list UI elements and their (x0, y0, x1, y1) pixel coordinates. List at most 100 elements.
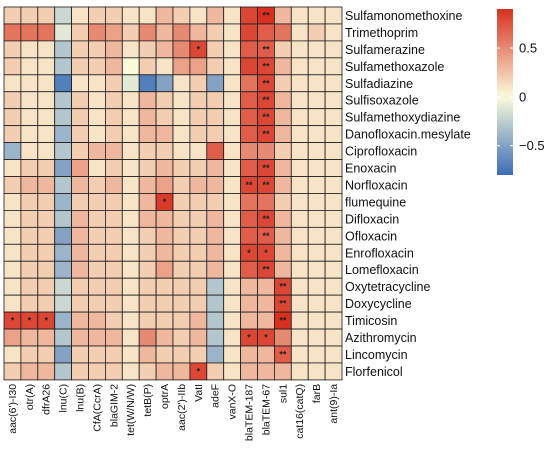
heatmap-cell (88, 40, 106, 59)
heatmap-cell (206, 176, 225, 194)
significance-marker: * (247, 333, 251, 343)
heatmap-cell (155, 226, 174, 245)
heatmap-cell (54, 159, 73, 177)
column-label: lnu(B) (75, 384, 87, 412)
heatmap-cell (189, 91, 208, 110)
heatmap-cell (71, 294, 89, 313)
heatmap-cell (324, 328, 343, 347)
heatmap-cell (324, 91, 343, 110)
significance-marker: * (44, 316, 48, 326)
heatmap-cell (273, 226, 292, 245)
column-label: CfA(CcrA) (91, 384, 103, 432)
column-label: aac(2')-IIb (176, 384, 188, 431)
heatmap-cell (20, 260, 39, 279)
row-label: Sulfisoxazole (345, 94, 419, 108)
heatmap-cell (121, 176, 140, 194)
significance-marker: * (11, 316, 15, 326)
column-label: blaGIM-2 (108, 384, 120, 427)
heatmap-cell (3, 260, 22, 279)
heatmap-cell (71, 159, 89, 177)
heatmap-cell (324, 243, 343, 262)
heatmap-cell (223, 345, 241, 364)
heatmap-cell (37, 243, 56, 262)
column-label: dfrA26 (41, 384, 53, 415)
heatmap-cell (240, 23, 258, 42)
heatmap-cell (240, 125, 258, 144)
heatmap-cell (105, 243, 123, 262)
heatmap-cell (223, 277, 241, 296)
heatmap-cell (121, 260, 140, 279)
heatmap-cell (172, 91, 191, 110)
heatmap-cell (273, 142, 292, 160)
heatmap-cell (307, 108, 326, 127)
row-label: Ciprofloxacin (345, 145, 417, 159)
heatmap-cell (37, 142, 56, 160)
column-label: cat16(catQ) (294, 384, 306, 439)
heatmap-cell (223, 209, 241, 228)
row-label: flumequine (345, 195, 406, 209)
heatmap-cell (138, 260, 157, 279)
column-label: optrA (159, 384, 171, 409)
heatmap-cell (37, 108, 56, 127)
heatmap-cell (257, 193, 275, 211)
heatmap-cell (324, 260, 343, 279)
heatmap-cell (20, 193, 39, 211)
significance-marker: * (264, 333, 268, 343)
heatmap-cell (88, 176, 106, 194)
heatmap-cell (290, 209, 309, 228)
heatmap-cell (257, 345, 275, 364)
heatmap-cell (3, 91, 22, 110)
heatmap-cell (172, 243, 191, 262)
heatmap-cell (37, 176, 56, 194)
row-label: Sulfamerazine (345, 43, 425, 57)
heatmap-cell (240, 260, 258, 279)
heatmap-cell (324, 159, 343, 177)
row-label: Sulfamethoxazole (345, 60, 444, 74)
heatmap-cell (189, 294, 208, 313)
heatmap-cell (223, 142, 241, 160)
heatmap-cell (121, 125, 140, 144)
heatmap-cell (138, 40, 157, 59)
heatmap-cell (138, 23, 157, 42)
heatmap-cell (189, 209, 208, 228)
significance-marker: ** (262, 44, 270, 54)
legend-color-bar (497, 9, 513, 175)
heatmap-cell (105, 226, 123, 245)
heatmap-cell (138, 311, 157, 330)
row-label: Lomefloxacin (345, 263, 419, 277)
heatmap-cell (206, 193, 225, 211)
heatmap-cell (155, 243, 174, 262)
heatmap-cell (20, 57, 39, 76)
significance-marker: * (163, 197, 167, 207)
heatmap-cell (105, 362, 123, 381)
heatmap-cell (206, 91, 225, 110)
significance-marker: ** (279, 349, 287, 359)
heatmap-cell (37, 226, 56, 245)
heatmap-cell (189, 226, 208, 245)
heatmap-cell (206, 6, 225, 25)
heatmap-cell (290, 345, 309, 364)
heatmap-cell (206, 311, 225, 330)
heatmap-cell (155, 6, 174, 25)
row-label: Azithromycin (345, 331, 417, 345)
heatmap-cell (290, 362, 309, 381)
heatmap-cell (105, 125, 123, 144)
heatmap-cell (20, 125, 39, 144)
column-label: otr(A) (24, 384, 36, 410)
heatmap-cell (138, 108, 157, 127)
heatmap-cell (290, 91, 309, 110)
heatmap-cell (105, 91, 123, 110)
column-label: tet(W/N/W) (125, 384, 137, 436)
heatmap-cell (71, 277, 89, 296)
row-label: Lincomycin (345, 348, 408, 362)
heatmap-cell (54, 23, 73, 42)
heatmap-cell (121, 108, 140, 127)
heatmap-cell (37, 159, 56, 177)
significance-marker: ** (262, 112, 270, 122)
row-label: Enoxacin (345, 162, 396, 176)
heatmap-cell (3, 193, 22, 211)
color-legend: 0.5 0 −0.5 (497, 9, 545, 175)
legend-tick-label: −0.5 (519, 138, 545, 153)
heatmap-cell (155, 23, 174, 42)
heatmap-cell (273, 362, 292, 381)
